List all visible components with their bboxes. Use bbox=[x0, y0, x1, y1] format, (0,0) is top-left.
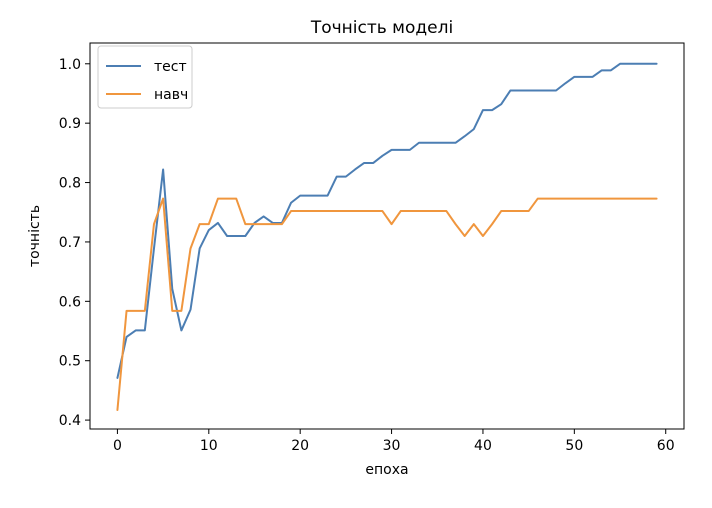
y-tick-label: 0.6 bbox=[59, 294, 81, 310]
y-tick-label: 0.8 bbox=[59, 176, 81, 192]
legend: тест навч bbox=[97, 45, 193, 109]
y-axis-ticks: 0.4 0.5 0.6 0.7 0.8 0.9 1.0 bbox=[59, 57, 90, 429]
legend-box bbox=[97, 45, 193, 109]
y-tick-label: 0.7 bbox=[59, 235, 81, 251]
x-tick-label: 0 bbox=[113, 438, 122, 454]
series-layer bbox=[116, 62, 658, 411]
x-tick-label: 30 bbox=[383, 438, 401, 454]
x-axis-label: епоха bbox=[365, 462, 408, 478]
y-tick-label: 0.9 bbox=[59, 116, 81, 132]
x-tick-label: 60 bbox=[657, 438, 675, 454]
x-tick-label: 50 bbox=[565, 438, 583, 454]
series-line-train bbox=[116, 197, 658, 411]
series-line-test bbox=[116, 62, 658, 379]
axes-frame bbox=[89, 42, 685, 430]
y-tick-label: 1.0 bbox=[59, 57, 81, 73]
y-tick-label: 0.4 bbox=[59, 413, 81, 429]
legend-label-train: навч bbox=[154, 87, 188, 103]
x-tick-label: 10 bbox=[200, 438, 218, 454]
x-axis-ticks: 0 10 20 30 40 50 60 bbox=[113, 429, 675, 454]
x-tick-label: 20 bbox=[291, 438, 309, 454]
chart-title: Точність моделі bbox=[310, 18, 453, 38]
x-tick-label: 40 bbox=[474, 438, 492, 454]
legend-label-test: тест bbox=[154, 59, 187, 75]
y-axis-label: точність bbox=[27, 205, 43, 267]
y-tick-label: 0.5 bbox=[59, 354, 81, 370]
